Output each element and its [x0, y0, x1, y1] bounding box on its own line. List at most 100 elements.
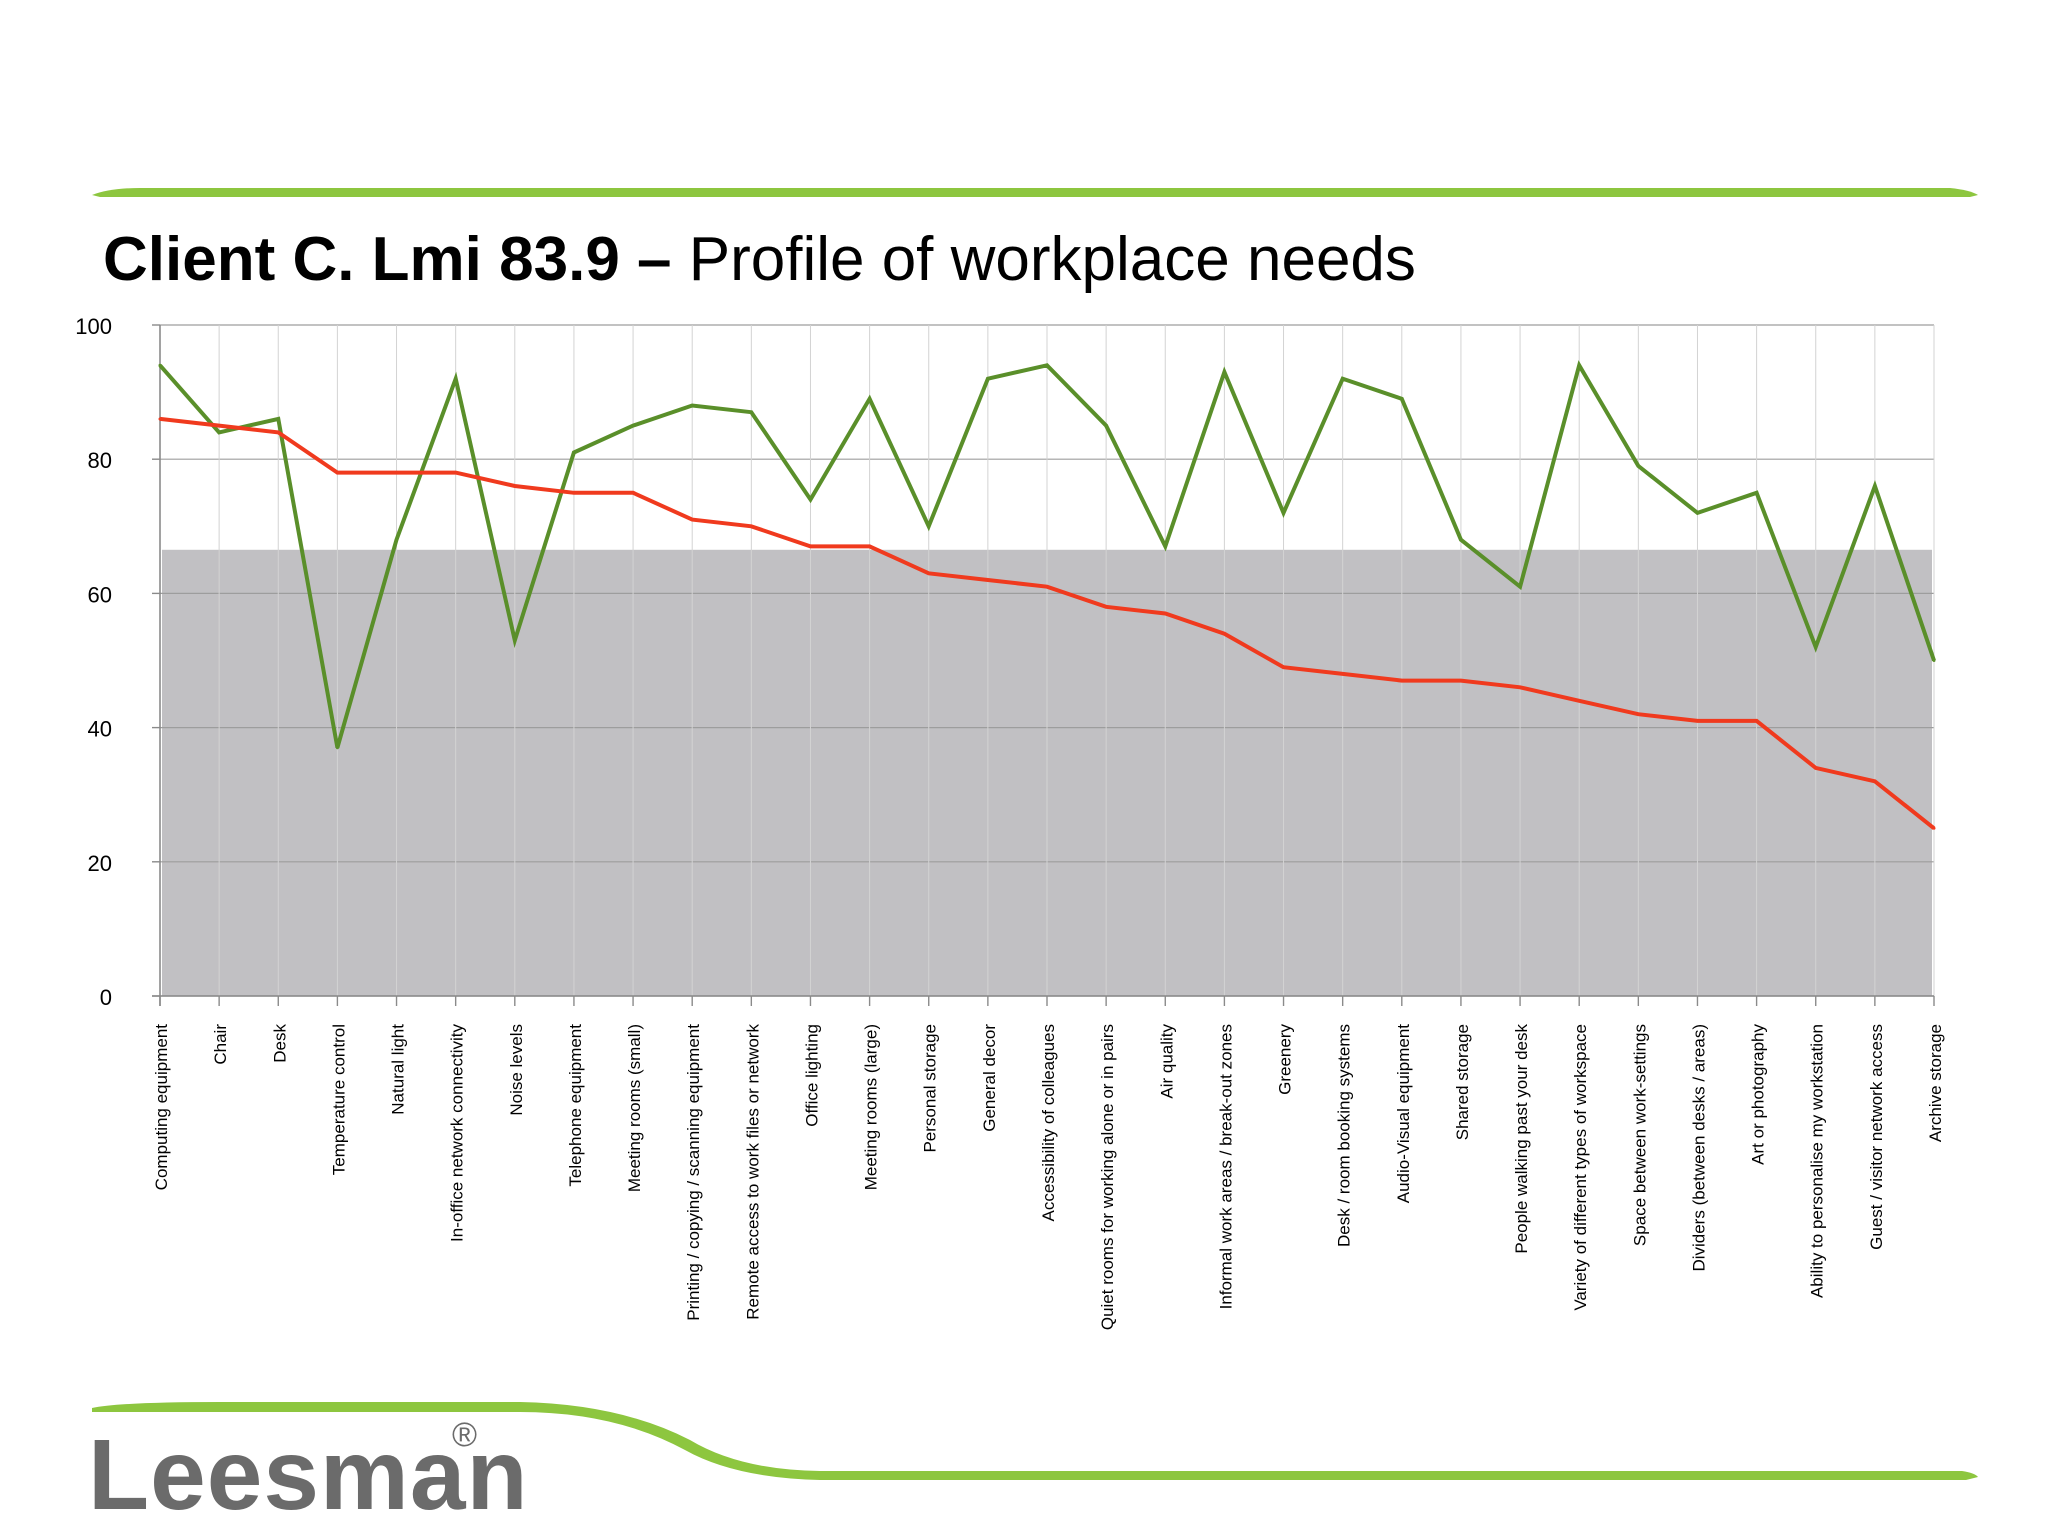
series-point-red: [1873, 779, 1877, 783]
series-point-green: [986, 377, 990, 381]
series-point-green: [572, 450, 576, 454]
x-tick-label: Quiet rooms for working alone or in pair…: [1098, 1024, 1117, 1330]
x-tick-label: Natural light: [389, 1024, 408, 1115]
x-tick-label: Noise levels: [507, 1024, 526, 1116]
series-point-green: [158, 363, 162, 367]
series-point-green: [927, 524, 931, 528]
series-point-red: [986, 578, 990, 582]
series-point-green: [1341, 377, 1345, 381]
series-point-green: [1695, 511, 1699, 515]
series-point-green: [1518, 585, 1522, 589]
series-point-red: [1755, 719, 1759, 723]
series-point-red: [808, 544, 812, 548]
series-point-red: [1282, 665, 1286, 669]
series-point-red: [454, 471, 458, 475]
x-tick-label: Personal storage: [921, 1024, 940, 1153]
series-point-green: [1163, 544, 1167, 548]
series-point-red: [1104, 605, 1108, 609]
x-tick-label: Archive storage: [1926, 1024, 1945, 1142]
x-tick-label: Space between work-settings: [1630, 1024, 1649, 1246]
x-tick-label: Remote access to work files or network: [743, 1024, 762, 1320]
series-point-red: [1932, 826, 1936, 830]
series-point-green: [454, 377, 458, 381]
series-point-red: [1400, 679, 1404, 683]
y-tick-label: 40: [88, 717, 112, 742]
leesman-logo: Leesman: [88, 1419, 529, 1531]
series-point-red: [749, 524, 753, 528]
series-point-red: [927, 571, 931, 575]
series-point-green: [690, 404, 694, 408]
y-tick-label: 0: [100, 985, 112, 1010]
y-tick-label: 80: [88, 448, 112, 473]
x-tick-label: Office lighting: [802, 1024, 821, 1127]
x-tick-label: Accessibility of colleagues: [1039, 1024, 1058, 1221]
series-point-green: [513, 638, 517, 642]
series-point-red: [1163, 612, 1167, 616]
x-tick-label: Variety of different types of workspace: [1571, 1024, 1590, 1311]
x-tick-label: Greenery: [1276, 1024, 1295, 1095]
x-tick-label: Dividers (between desks / areas): [1689, 1024, 1708, 1272]
slide-title-rest: Profile of workplace needs: [671, 225, 1416, 294]
x-tick-label: Chair: [211, 1024, 230, 1065]
slide-title-bold: Client C. Lmi 83.9 –: [103, 225, 672, 294]
series-point-green: [1282, 511, 1286, 515]
series-point-green: [1873, 484, 1877, 488]
series-point-red: [1045, 585, 1049, 589]
y-tick-label: 60: [88, 582, 112, 607]
series-point-green: [1814, 645, 1818, 649]
series-point-red: [1518, 685, 1522, 689]
series-point-red: [395, 471, 399, 475]
series-point-red: [1636, 712, 1640, 716]
x-tick-label: Ability to personalise my workstation: [1808, 1024, 1827, 1298]
series-layer: [158, 360, 1936, 830]
series-point-red: [572, 491, 576, 495]
x-tick-label: Informal work areas / break-out zones: [1216, 1024, 1235, 1309]
y-tick-label: 20: [88, 851, 112, 876]
x-tick-label: Audio-Visual equipment: [1394, 1024, 1413, 1204]
series-point-green: [1755, 491, 1759, 495]
series-point-red: [1695, 719, 1699, 723]
series-point-green: [335, 746, 339, 750]
top-accent-bar: [92, 188, 1978, 197]
x-tick-label: General decor: [980, 1024, 999, 1132]
registered-mark: ®: [452, 1416, 478, 1454]
series-point-red: [1577, 699, 1581, 703]
x-tick-label: Meeting rooms (large): [862, 1024, 881, 1190]
axis-layer: [152, 324, 1935, 1006]
series-point-red: [1222, 632, 1226, 636]
x-tick-label: Desk: [270, 1024, 289, 1063]
x-tick-label: Telephone equipment: [566, 1024, 585, 1187]
grid-layer: [159, 324, 1935, 997]
bottom-swoosh: [92, 1402, 1978, 1480]
x-tick-label: Printing / copying / scanning equipment: [684, 1024, 703, 1321]
slide-title: Client C. Lmi 83.9 – Profile of workplac…: [103, 224, 1416, 295]
series-point-green: [1577, 363, 1581, 367]
series-point-green: [1459, 538, 1463, 542]
series-point-green: [1400, 397, 1404, 401]
x-tick-label: Computing equipment: [152, 1024, 171, 1191]
series-point-red: [690, 518, 694, 522]
series-point-red: [158, 417, 162, 421]
series-point-green: [868, 397, 872, 401]
series-point-red: [217, 424, 221, 428]
series-point-red: [1341, 672, 1345, 676]
x-tick-label: In-office network connectivity: [448, 1024, 467, 1242]
x-tick-label: Air quality: [1157, 1024, 1176, 1099]
series-point-red: [631, 491, 635, 495]
series-point-green: [1222, 370, 1226, 374]
y-tick-label: 100: [75, 314, 112, 339]
series-point-green: [1104, 424, 1108, 428]
series-point-green: [276, 417, 280, 421]
series-point-red: [868, 544, 872, 548]
x-tick-label: Guest / visitor network access: [1867, 1024, 1886, 1250]
series-point-green: [395, 538, 399, 542]
series-point-green: [749, 410, 753, 414]
x-tick-label: Meeting rooms (small): [625, 1024, 644, 1192]
series-point-red: [1459, 679, 1463, 683]
x-tick-label: Shared storage: [1453, 1024, 1472, 1140]
series-point-green: [1636, 464, 1640, 468]
series-point-red: [335, 471, 339, 475]
series-point-red: [1814, 766, 1818, 770]
series-point-red: [513, 484, 517, 488]
